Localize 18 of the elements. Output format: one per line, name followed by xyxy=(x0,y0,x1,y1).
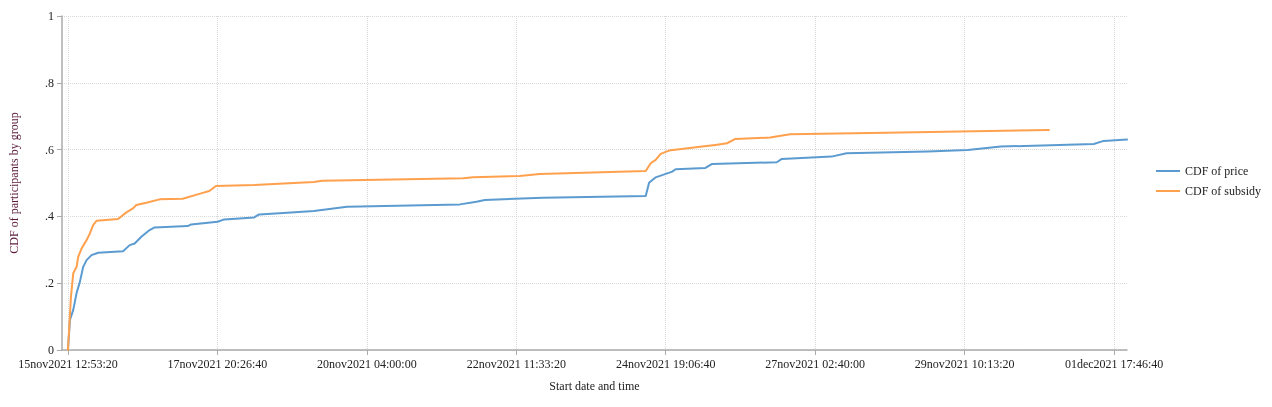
y-tick-label: 0 xyxy=(48,343,54,357)
y-tick-label: .8 xyxy=(45,75,54,90)
x-axis-title: Start date and time xyxy=(549,379,640,393)
x-tick-label: 24nov2021 19:06:40 xyxy=(615,357,716,371)
legend-label: CDF of subsidy xyxy=(1184,184,1261,198)
x-tick-label: 27nov2021 02:40:00 xyxy=(765,357,866,371)
y-tick-label: 1 xyxy=(48,9,54,23)
x-tick-label: 29nov2021 10:13:20 xyxy=(914,357,1015,371)
x-tick-label: 22nov2021 11:33:20 xyxy=(466,357,566,371)
y-tick-label: .2 xyxy=(45,276,54,291)
y-tick-label: .4 xyxy=(45,209,54,224)
x-tick-label: 01dec2021 17:46:40 xyxy=(1064,357,1164,371)
x-tick-label: 17nov2021 20:26:40 xyxy=(167,357,268,371)
y-axis-title: CDF of participants by group xyxy=(7,112,21,254)
y-tick-label: .6 xyxy=(45,142,54,157)
x-tick-label: 15nov2021 12:53:20 xyxy=(18,357,118,371)
x-tick-label: 20nov2021 04:00:00 xyxy=(317,357,417,371)
legend-label: CDF of price xyxy=(1184,164,1249,178)
